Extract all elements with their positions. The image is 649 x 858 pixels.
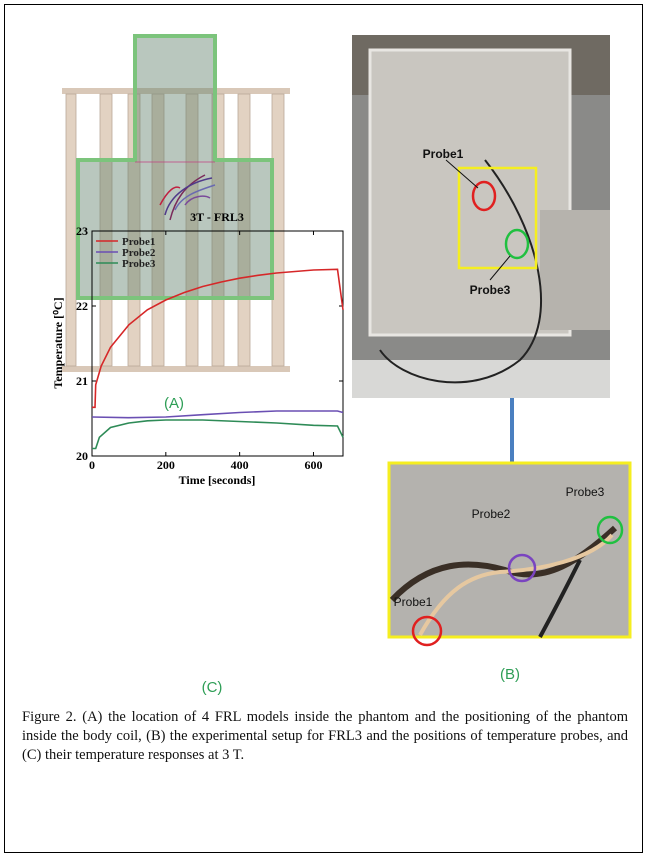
x-tick-label: 600	[304, 458, 322, 472]
panel-label: (C)	[202, 679, 223, 696]
setup-photo: Probe1 Probe3	[352, 35, 610, 398]
x-tick-label: 0	[89, 458, 95, 472]
y-tick-label: 22	[76, 299, 88, 313]
probe-label: Probe3	[566, 485, 605, 499]
probe-label: Probe1	[394, 595, 433, 609]
y-tick-label: 23	[76, 224, 88, 238]
figure-frame	[4, 4, 643, 853]
x-tick-label: 400	[231, 458, 249, 472]
y-tick-label: 20	[76, 449, 88, 463]
legend-label: Probe2	[122, 247, 156, 259]
phantom-diagram	[62, 34, 290, 372]
series-line	[92, 268, 344, 409]
y-tick-label: 21	[76, 374, 88, 388]
series-line	[91, 410, 344, 419]
y-axis-label: Temperature [⁰C]	[51, 297, 65, 388]
x-axis-label: Time [seconds]	[179, 473, 256, 487]
plot-frame	[91, 230, 344, 457]
caption: Figure 2. (A) the location of 4 FRL mode…	[22, 709, 628, 763]
chart-title: 3T - FRL3	[190, 210, 244, 224]
probe-label: Probe2	[472, 507, 511, 521]
legend-label: Probe3	[122, 258, 156, 270]
inset-photo: Probe1 Probe2 Probe3	[387, 461, 632, 647]
panel-label: (A)	[164, 395, 184, 412]
probe-label: Probe3	[470, 283, 511, 297]
chart: 3T - FRL3 Time [seconds] Temperature [⁰C…	[51, 210, 344, 487]
legend-label: Probe1	[122, 236, 155, 248]
panel-label: (B)	[500, 666, 520, 683]
probe-label: Probe1	[423, 147, 464, 161]
x-tick-label: 200	[157, 458, 175, 472]
series-line	[92, 419, 344, 450]
